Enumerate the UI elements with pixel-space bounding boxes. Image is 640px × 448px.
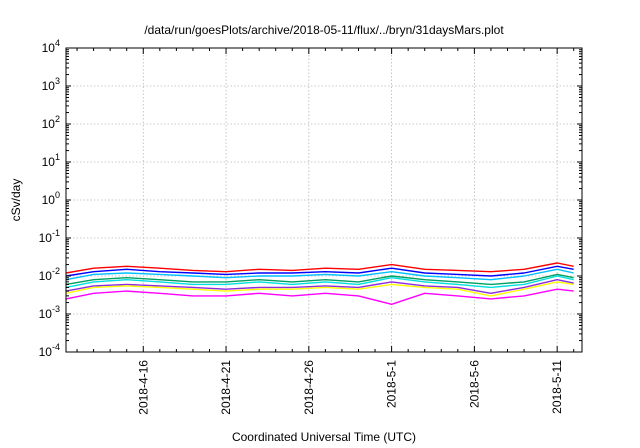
- y-tick-label: 10-1: [39, 228, 60, 245]
- x-axis-label: Coordinated Universal Time (UTC): [232, 430, 416, 444]
- series-line-5: [65, 275, 574, 289]
- x-tick-label: 2018-4-21: [219, 360, 233, 415]
- series-line-7: [65, 281, 574, 297]
- x-tick-label: 2018-4-26: [302, 360, 316, 415]
- series-line-3: [65, 268, 574, 281]
- y-axis: 10-4 10-3 10-2 10-1 100 101 102 103 104: [39, 38, 582, 359]
- series-line-4: [65, 273, 574, 286]
- series-line-1: [65, 262, 574, 274]
- y-axis-label: cSv/day: [9, 179, 23, 222]
- x-tick-label: 2018-5-1: [385, 360, 399, 408]
- x-tick-label: 2018-5-11: [550, 360, 564, 414]
- grid: [66, 48, 582, 352]
- x-tick-label: 2018-4-16: [136, 360, 150, 415]
- y-tick-label: 100: [42, 190, 60, 207]
- x-axis: 2018-4-16 2018-4-21 2018-4-26 2018-5-1 2018-…: [76, 48, 575, 415]
- y-tick-label: 102: [42, 114, 60, 131]
- y-tick-label: 10-4: [39, 342, 60, 359]
- y-tick-label: 103: [42, 76, 60, 93]
- series-line-8: [65, 288, 574, 305]
- y-tick-label: 10-2: [39, 266, 60, 283]
- y-tick-label: 101: [42, 152, 60, 169]
- chart-title: /data/run/goesPlots/archive/2018-05-11/f…: [144, 23, 504, 37]
- x-tick-label: 2018-5-6: [467, 360, 481, 408]
- series-group: [65, 262, 574, 305]
- y-tick-label: 10-3: [39, 304, 60, 321]
- series-line-6: [65, 279, 574, 294]
- y-tick-label: 104: [42, 38, 60, 55]
- series-line-2: [65, 265, 574, 277]
